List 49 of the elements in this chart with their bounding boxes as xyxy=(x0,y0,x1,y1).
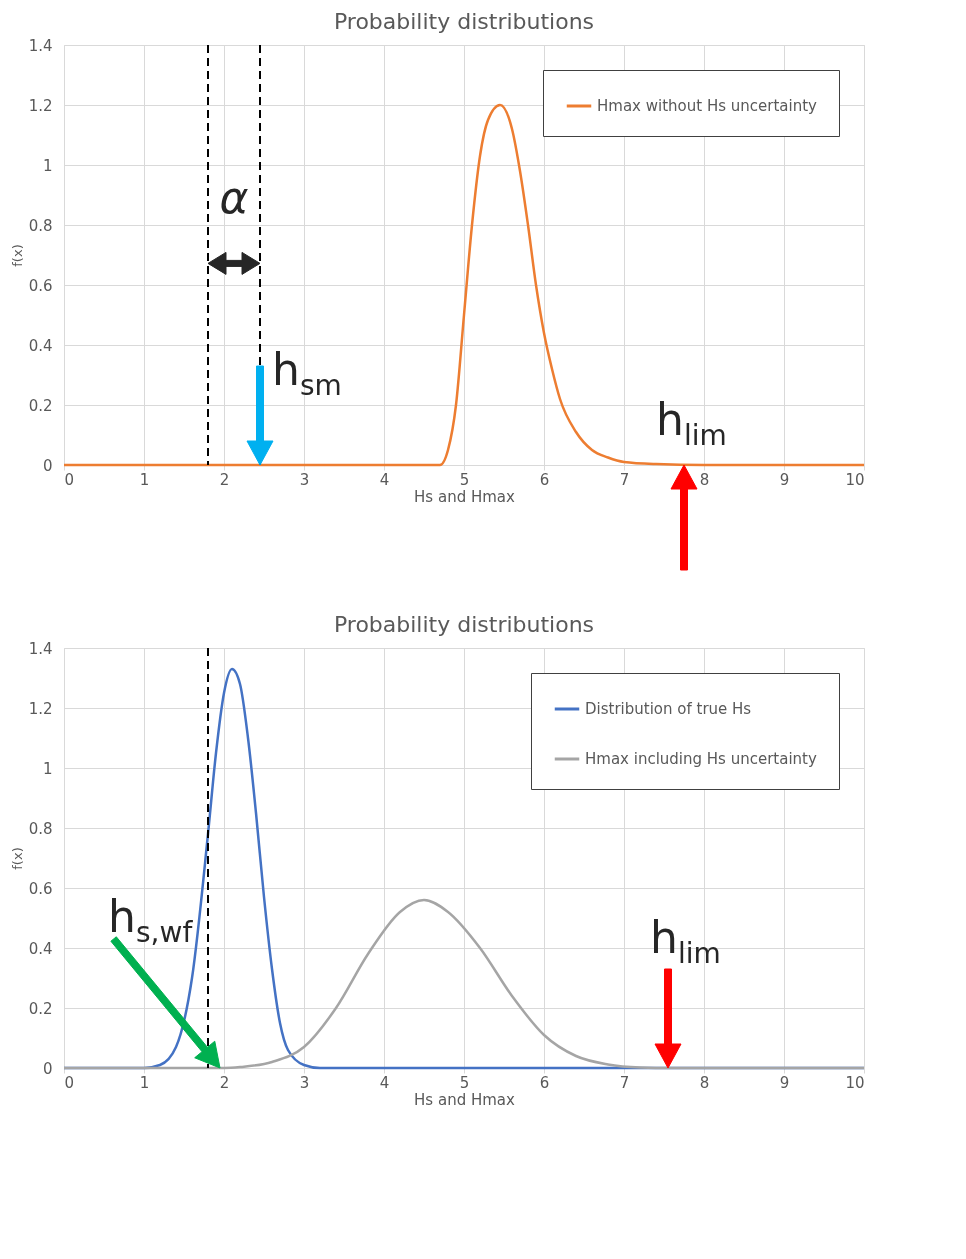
chart-title: Probability distributions xyxy=(333,612,595,637)
y-tick-label: 0.6 xyxy=(28,276,53,295)
x-axis-title: Hs and Hmax xyxy=(414,487,516,506)
y-tick-label: 0.2 xyxy=(28,999,53,1018)
y-tick-label: 1.2 xyxy=(28,699,53,718)
y-tick-label: 1.4 xyxy=(28,36,53,55)
x-tick-label: 4 xyxy=(379,470,390,489)
chart-title: Probability distributions xyxy=(333,9,595,34)
y-tick-label: 0.8 xyxy=(28,216,53,235)
y-tick-label: 0.4 xyxy=(28,939,53,958)
line-series xyxy=(62,898,866,1070)
x-tick-label: 5 xyxy=(459,470,470,489)
y-axis-title: f(x) xyxy=(9,244,25,267)
annotation: α xyxy=(219,172,249,224)
y-tick-label: 1.4 xyxy=(28,639,53,658)
x-tick-label: 2 xyxy=(219,1073,230,1092)
x-tick-label: 7 xyxy=(619,470,630,489)
x-tick-label: 8 xyxy=(699,1073,710,1092)
x-tick-label: 1 xyxy=(139,1073,150,1092)
x-tick-label: 2 xyxy=(219,470,230,489)
x-tick-label: 3 xyxy=(299,470,310,489)
y-axis-title: f(x) xyxy=(9,847,25,870)
x-tick-label: 4 xyxy=(379,1073,390,1092)
x-axis-title: Hs and Hmax xyxy=(414,1090,516,1109)
x-tick-label: 0 xyxy=(64,1073,75,1092)
legend-label: Hmax without Hs uncertainty xyxy=(597,97,818,115)
y-tick-label: 0.6 xyxy=(28,879,53,898)
y-tick-label: 0 xyxy=(42,456,53,475)
legend-label: Hmax including Hs uncertainty xyxy=(585,750,817,768)
x-tick-label: 9 xyxy=(779,1073,790,1092)
x-tick-label: 1 xyxy=(139,470,150,489)
y-tick-label: 0.2 xyxy=(28,396,53,415)
y-tick-label: 1.2 xyxy=(28,96,53,115)
x-tick-label: 9 xyxy=(779,470,790,489)
x-tick-label: 3 xyxy=(299,1073,310,1092)
y-tick-label: 0 xyxy=(42,1059,53,1078)
x-tick-label: 7 xyxy=(619,1073,630,1092)
x-tick-label: 0 xyxy=(64,470,75,489)
legend-label: Distribution of true Hs xyxy=(585,700,752,718)
x-tick-label: 6 xyxy=(539,1073,550,1092)
y-tick-label: 0.4 xyxy=(28,336,53,355)
y-tick-label: 1 xyxy=(42,156,53,175)
x-tick-label: 8 xyxy=(699,470,710,489)
y-tick-label: 0.8 xyxy=(28,819,53,838)
y-tick-label: 1 xyxy=(42,759,53,778)
x-tick-label: 5 xyxy=(459,1073,470,1092)
x-tick-label: 10 xyxy=(845,1073,865,1092)
x-tick-label: 10 xyxy=(845,470,865,489)
x-tick-label: 6 xyxy=(539,470,550,489)
